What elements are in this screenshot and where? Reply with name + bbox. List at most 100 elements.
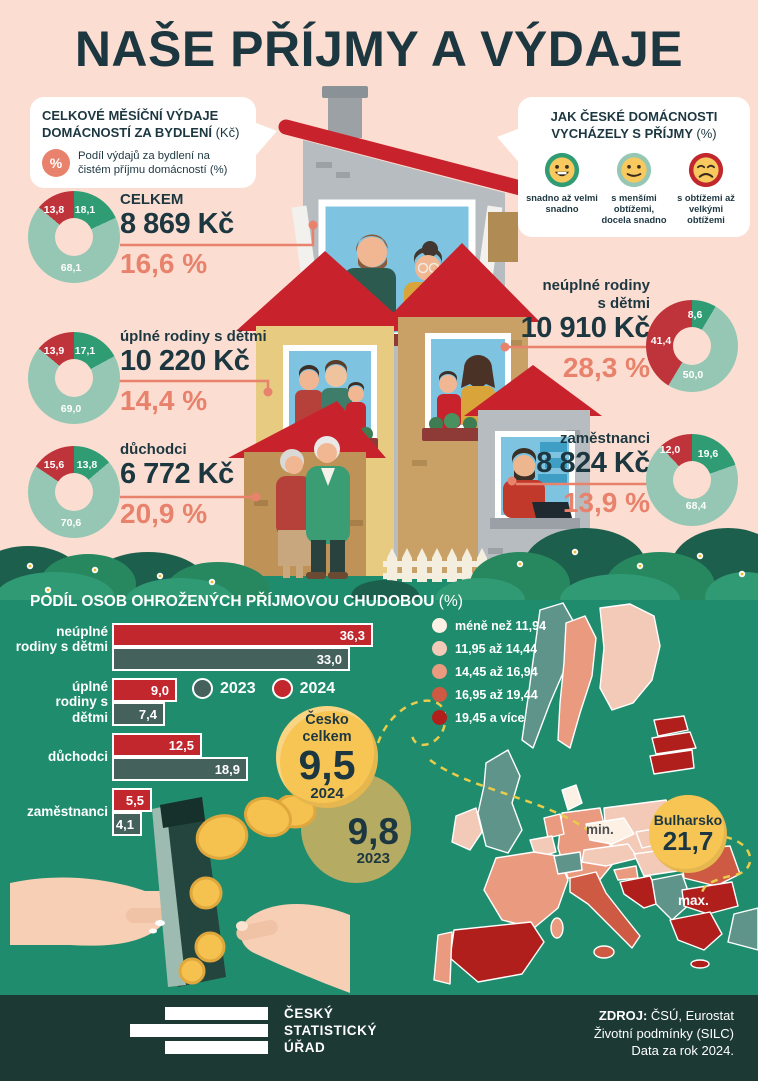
legend-dot-2023 bbox=[192, 678, 213, 699]
map-legend-row: 16,95 až 19,44 bbox=[432, 683, 546, 706]
bar-chart-legend: 2023 2024 bbox=[192, 678, 335, 699]
stat-duchodci: důchodci 6 772 Kč 20,9 % bbox=[120, 441, 234, 528]
legend-item-2024: 2024 bbox=[271, 678, 335, 699]
housing-callout-title: CELKOVÉ MĚSÍČNÍ VÝDAJE DOMÁCNOSTÍ ZA BYD… bbox=[42, 108, 240, 140]
legend-bin-dot bbox=[432, 710, 447, 725]
donut-chart-celkem: 13,8 18,1 68,1 bbox=[28, 191, 120, 283]
housing-callout-subtitle: Podíl výdajů za bydlení na čistém příjmu… bbox=[78, 149, 228, 177]
bulgaria-value: 21,7 bbox=[662, 825, 714, 856]
housing-expenses-callout: CELKOVÉ MĚSÍČNÍ VÝDAJE DOMÁCNOSTÍ ZA BYD… bbox=[30, 97, 277, 189]
bar-category-neuplne: neúplné rodiny s dětmi bbox=[15, 624, 108, 655]
face-sad: s obtížemi až velkými obtížemi bbox=[670, 152, 742, 227]
legend-bin-dot bbox=[432, 664, 447, 679]
donut-value-minor: 50,0 bbox=[682, 369, 704, 381]
group-amount: 8 824 Kč bbox=[536, 447, 650, 479]
stat-celkem: CELKEM 8 869 Kč 16,6 % bbox=[120, 191, 234, 278]
map-legend-row: 19,45 a více bbox=[432, 706, 546, 729]
csu-logo: ČESKÝ STATISTICKÝ ÚŘAD bbox=[130, 1006, 377, 1058]
bar-uplne-2023: 7,4 bbox=[112, 702, 165, 726]
face-neutral: s menšími obtížemi, docela snadno bbox=[598, 152, 670, 227]
donut-value-minor: 70,6 bbox=[60, 517, 82, 529]
legend-dot-2024 bbox=[271, 678, 293, 699]
neutral-face-icon bbox=[616, 152, 652, 187]
houses-illustration bbox=[228, 86, 602, 582]
logo-bar bbox=[130, 1024, 268, 1037]
donut-chart-uplne-rodiny: 13,9 17,1 69,0 bbox=[28, 332, 120, 424]
legend-bin-dot bbox=[432, 641, 447, 656]
source-note: ZDROJ: ČSÚ, Eurostat Životní podmínky (S… bbox=[593, 1008, 734, 1059]
bulgaria-label: Bulharsko bbox=[653, 811, 723, 828]
group-label: neúplné rodiny s dětmi bbox=[542, 277, 650, 312]
donut-value-difficulty: 41,4 bbox=[650, 335, 672, 347]
bar-category-uplne: úplné rodiny s dětmi bbox=[55, 679, 108, 725]
callout-tail bbox=[497, 127, 523, 167]
map-legend-row: 14,45 až 16,94 bbox=[432, 660, 546, 683]
group-label: CELKEM bbox=[120, 191, 184, 208]
group-amount: 8 869 Kč bbox=[120, 208, 234, 240]
map-min-label: min. bbox=[586, 822, 614, 837]
happy-face-icon bbox=[544, 152, 580, 187]
bar-zamestnanci-2024: 5,5 bbox=[112, 788, 152, 812]
bar-uplne-2024: 9,0 bbox=[112, 678, 177, 702]
logo-bar bbox=[165, 1007, 268, 1020]
legend-item-2023: 2023 bbox=[192, 678, 256, 699]
percent-icon: % bbox=[42, 149, 70, 178]
stat-uplne-rodiny: úplné rodiny s dětmi 10 220 Kč 14,4 % bbox=[120, 328, 267, 415]
czech-total-2024-circle: Česko celkem 9,5 2024 bbox=[276, 706, 378, 808]
legend-bin-dot bbox=[432, 618, 447, 633]
bar-neuplne-2024: 36,3 bbox=[112, 623, 373, 647]
donut-value-difficulty: 13,8 bbox=[43, 204, 65, 216]
donut-value-difficulty: 13,9 bbox=[43, 345, 65, 357]
group-share: 13,9 % bbox=[562, 486, 650, 518]
group-share: 28,3 % bbox=[562, 351, 650, 383]
wallet-illustration bbox=[10, 795, 350, 993]
donut-chart-zamestnanci: 12,0 19,6 68,4 bbox=[646, 434, 738, 526]
group-share: 14,4 % bbox=[120, 384, 208, 416]
map-max-label: max. bbox=[678, 893, 709, 908]
bar-duchodci-2024: 12,5 bbox=[112, 733, 202, 757]
logo-bar bbox=[165, 1041, 268, 1054]
bushes-illustration bbox=[0, 528, 758, 600]
czech-2024-value: 9,5 bbox=[298, 741, 356, 788]
group-amount: 10 910 Kč bbox=[520, 312, 651, 344]
group-amount: 10 220 Kč bbox=[120, 345, 250, 377]
donut-value-difficulty: 12,0 bbox=[659, 444, 681, 456]
donut-value-difficulty: 15,6 bbox=[43, 459, 65, 471]
bar-category-duchodci: důchodci bbox=[48, 749, 108, 764]
donut-value-easily: 8,6 bbox=[687, 309, 703, 321]
map-legend-row: 11,95 až 14,44 bbox=[432, 637, 546, 660]
donut-value-minor: 68,4 bbox=[685, 500, 707, 512]
group-amount: 6 772 Kč bbox=[120, 458, 234, 490]
group-label: zaměstnanci bbox=[559, 430, 650, 447]
poverty-chart-title: PODÍL OSOB OHROŽENÝCH PŘÍJMOVOU CHUDOBOU… bbox=[30, 593, 463, 610]
bar-neuplne-2023: 33,0 bbox=[112, 647, 350, 671]
income-difficulty-callout: JAK ČESKÉ DOMÁCNOSTI VYCHÁZELY S PŘÍJMY … bbox=[497, 97, 750, 237]
group-label: úplné rodiny s dětmi bbox=[120, 328, 267, 345]
bar-zamestnanci-2023: 4,1 bbox=[112, 812, 142, 836]
bar-duchodci-2023: 18,9 bbox=[112, 757, 248, 781]
callout-tail bbox=[251, 121, 277, 161]
page-title: NAŠE PŘÍJMY A VÝDAJE bbox=[74, 21, 684, 77]
stat-zamestnanci: zaměstnanci 8 824 Kč 13,9 % bbox=[455, 430, 650, 517]
bulgaria-max-circle: Bulharsko 21,7 bbox=[649, 795, 727, 873]
bar-category-zamestnanci: zaměstnanci bbox=[26, 804, 108, 819]
donut-chart-duchodci: 15,6 13,8 70,6 bbox=[28, 446, 120, 538]
footer: ČESKÝ STATISTICKÝ ÚŘAD ZDROJ: ČSÚ, Euros… bbox=[0, 995, 758, 1081]
group-share: 20,9 % bbox=[120, 497, 208, 529]
map-legend-row: méně než 11,94 bbox=[432, 614, 546, 637]
czech-2024-year: 2024 bbox=[310, 784, 344, 802]
group-label: důchodci bbox=[120, 441, 187, 458]
donut-value-minor: 69,0 bbox=[60, 403, 82, 415]
donut-chart-neuplne-rodiny: 8,6 41,4 50,0 bbox=[646, 300, 738, 392]
sad-face-icon bbox=[688, 152, 724, 187]
income-callout-title: JAK ČESKÉ DOMÁCNOSTI VYCHÁZELY S PŘÍJMY … bbox=[550, 109, 718, 141]
donut-value-minor: 68,1 bbox=[60, 262, 82, 274]
donut-value-easily: 17,1 bbox=[74, 345, 96, 357]
legend-bin-dot bbox=[432, 687, 447, 702]
donut-value-easily: 18,1 bbox=[74, 204, 96, 216]
donut-value-easily: 19,6 bbox=[697, 448, 719, 460]
stat-neuplne-rodiny: neúplné rodiny s dětmi 10 910 Kč 28,3 % bbox=[455, 277, 651, 383]
group-share: 16,6 % bbox=[120, 247, 208, 279]
czech-total-label: Česko celkem bbox=[302, 712, 352, 745]
